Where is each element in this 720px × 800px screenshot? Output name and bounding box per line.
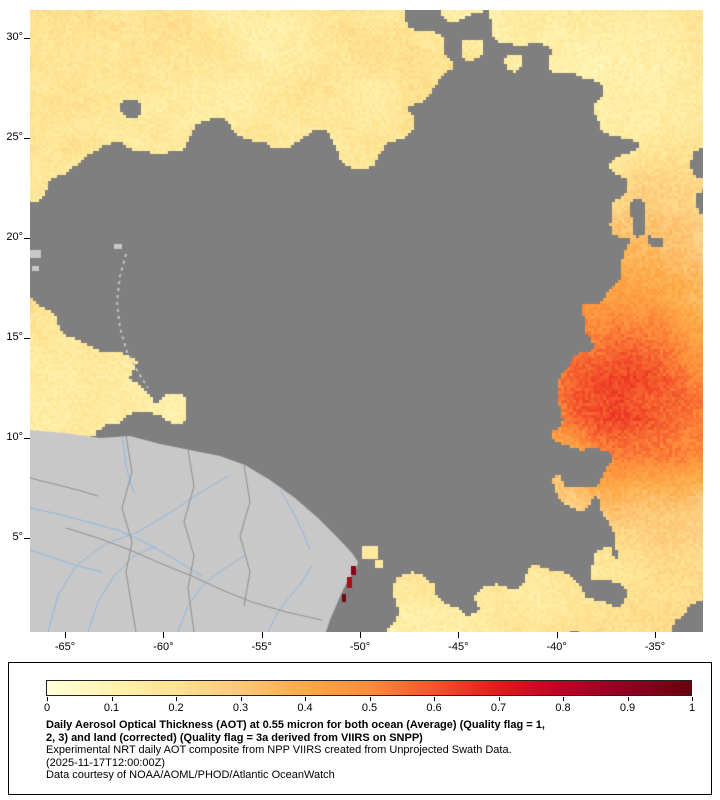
- colorbar-tick-mark: [563, 697, 564, 701]
- lat-tick-label: 15°: [6, 331, 23, 343]
- lon-tick-mark: [261, 632, 263, 638]
- colorbar-tick-label: 0.9: [619, 702, 636, 714]
- caption-title-line2: 2, 3) and land (corrected) (Quality flag…: [46, 731, 423, 744]
- lat-tick-mark: [24, 538, 30, 539]
- lat-tick-mark: [24, 438, 30, 439]
- lat-tick-label: 5°: [12, 531, 23, 543]
- caption-courtesy: Data courtesy of NOAA/AOML/PHOD/Atlantic…: [46, 769, 335, 782]
- colorbar-tick-mark: [305, 697, 306, 701]
- lon-tick-mark: [458, 632, 460, 638]
- colorbar-tick-mark: [434, 697, 435, 701]
- lat-tick-mark: [24, 138, 30, 139]
- lat-tick-label: 10°: [6, 431, 23, 443]
- colorbar-tick-label: 0.6: [426, 702, 442, 714]
- lon-tick-mark: [655, 632, 656, 638]
- lat-tick-label: 25°: [6, 131, 23, 143]
- lon-tick-mark: [360, 632, 361, 638]
- colorbar-tick-label: 1: [688, 702, 696, 714]
- lon-tick-label: -65°: [54, 641, 76, 653]
- lat-tick-mark: [24, 38, 30, 39]
- lon-tick-label: -35°: [644, 641, 666, 653]
- colorbar-tick-label: 0.8: [555, 702, 571, 714]
- colorbar-tick-mark: [692, 697, 693, 701]
- colorbar-tick-mark: [498, 697, 500, 701]
- colorbar-tick-label: 0.2: [168, 702, 184, 714]
- lat-tick-label: 20°: [6, 231, 23, 243]
- colorbar-tick-mark: [47, 697, 48, 701]
- lon-tick-label: -50°: [349, 641, 371, 653]
- colorbar-tick-label: 0.4: [297, 702, 313, 714]
- lat-tick-mark: [24, 238, 30, 239]
- colorbar-tick-mark: [111, 697, 113, 701]
- colorbar-tick-label: 0: [43, 702, 51, 714]
- colorbar-tick-label: 0.3: [232, 702, 249, 714]
- lon-tick-label: -55°: [251, 641, 272, 653]
- legend-panel: 0 0.1 0.2 0.3 0.4 0.5 0.6 0.7 0.8 0.9 1 Daily Aero…: [8, 662, 712, 795]
- lat-tick-label: 30°: [6, 31, 23, 43]
- lon-tick-label: -40°: [546, 641, 567, 653]
- colorbar-tick-label: 0.7: [490, 702, 507, 714]
- lat-tick-mark: [24, 338, 30, 339]
- caption-title-line1: Daily Aerosol Optical Thickness (AOT) at…: [46, 719, 545, 731]
- colorbar-tick-mark: [369, 697, 371, 701]
- caption-experimental-line: Experimental NRT daily AOT composite fro…: [46, 744, 512, 757]
- colorbar-tick-mark: [627, 697, 629, 701]
- lon-tick-label: -45°: [448, 641, 469, 653]
- caption-timestamp: (2025-11-17T12:00:00Z): [46, 756, 166, 769]
- colorbar-tick-label: 0.1: [103, 702, 120, 714]
- aot-raster-map: [30, 10, 703, 632]
- colorbar: [46, 680, 692, 696]
- lon-tick-mark: [556, 632, 558, 638]
- lon-tick-mark: [163, 632, 165, 638]
- lon-tick-label: -60°: [153, 641, 174, 653]
- colorbar-tick-label: 0.5: [361, 702, 378, 714]
- colorbar-tick-mark: [176, 697, 177, 701]
- colorbar-tick-mark: [240, 697, 242, 701]
- caption-block: Daily Aerosol Optical Thickness (AOT) at…: [46, 719, 708, 782]
- lon-tick-mark: [65, 632, 66, 638]
